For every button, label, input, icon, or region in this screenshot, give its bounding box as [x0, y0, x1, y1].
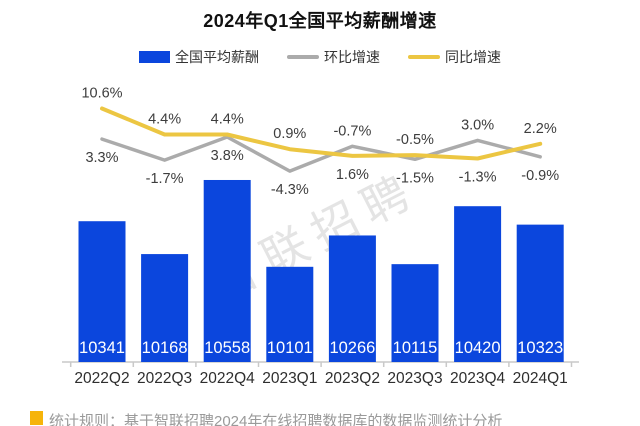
bar-value-label: 10115 [393, 339, 438, 357]
x-axis-label: 2023Q1 [262, 370, 317, 387]
x-axis-label: 2022Q2 [74, 370, 129, 387]
point-label-top: 3.0% [461, 117, 494, 133]
bar [328, 235, 376, 362]
point-label-bottom: -1.3% [459, 169, 497, 185]
x-axis-label: 2023Q2 [325, 370, 380, 387]
point-label-bottom: 3.8% [211, 148, 244, 164]
x-axis-label: 2023Q4 [450, 370, 506, 387]
bar [266, 266, 314, 362]
bar-value-label: 10168 [142, 339, 188, 357]
legend-item-qoq: 环比增速 [287, 47, 380, 67]
line-swatch-yellow-icon [408, 55, 440, 59]
x-axis-label: 2022Q3 [137, 370, 192, 387]
bar [203, 179, 251, 362]
bar-value-label: 10323 [517, 339, 563, 357]
bar-value-label: 10101 [267, 339, 313, 357]
point-label-top: 4.4% [148, 112, 181, 128]
bar-value-label: 10420 [455, 339, 501, 357]
x-axis-label: 2022Q4 [200, 370, 256, 387]
bar [516, 224, 564, 362]
point-label-top: 4.4% [211, 112, 244, 128]
page-title: 2024年Q1全国平均薪酬增速 [203, 11, 437, 31]
legend-item-salary: 全国平均薪酬 [139, 47, 259, 67]
point-label-bottom: 3.3% [85, 150, 118, 166]
bullet-icon [30, 411, 43, 425]
legend-label-yoy: 同比增速 [445, 49, 501, 65]
bar-value-label: 10266 [329, 339, 375, 357]
legend-label-qoq: 环比增速 [324, 49, 380, 65]
bar [141, 254, 189, 362]
legend: 全国平均薪酬 环比增速 同比增速 [0, 47, 640, 67]
bar-swatch-icon [139, 51, 170, 63]
point-label-bottom: -4.3% [271, 182, 309, 198]
bar [454, 206, 502, 362]
point-label-top: -0.7% [333, 123, 371, 139]
point-label-top: 2.2% [524, 121, 557, 137]
yoy-line [100, 106, 543, 161]
point-label-top: -0.5% [396, 132, 434, 148]
bar [391, 264, 439, 362]
legend-label-salary: 全国平均薪酬 [175, 49, 259, 65]
footer-note: 统计规则：基于智联招聘2024年在线招聘数据库的数据监测统计分析 [30, 411, 503, 426]
point-label-bottom: -1.5% [396, 170, 434, 186]
legend-item-yoy: 同比增速 [408, 47, 501, 67]
point-label-bottom: -0.9% [521, 168, 559, 184]
point-label-bottom: -1.7% [146, 171, 184, 187]
line-swatch-gray-icon [287, 55, 319, 59]
point-label-top: 0.9% [273, 126, 306, 142]
point-label-top: 10.6% [81, 85, 122, 101]
point-label-bottom: 1.6% [336, 167, 369, 183]
bar-value-label: 10341 [79, 339, 125, 357]
bar-value-label: 10558 [204, 339, 250, 357]
x-axis-label: 2024Q1 [513, 370, 568, 387]
x-axis-label: 2023Q3 [387, 370, 442, 387]
bar [78, 221, 126, 362]
qoq-line [100, 135, 542, 173]
footer-text: 统计规则：基于智联招聘2024年在线招聘数据库的数据监测统计分析 [49, 413, 503, 426]
